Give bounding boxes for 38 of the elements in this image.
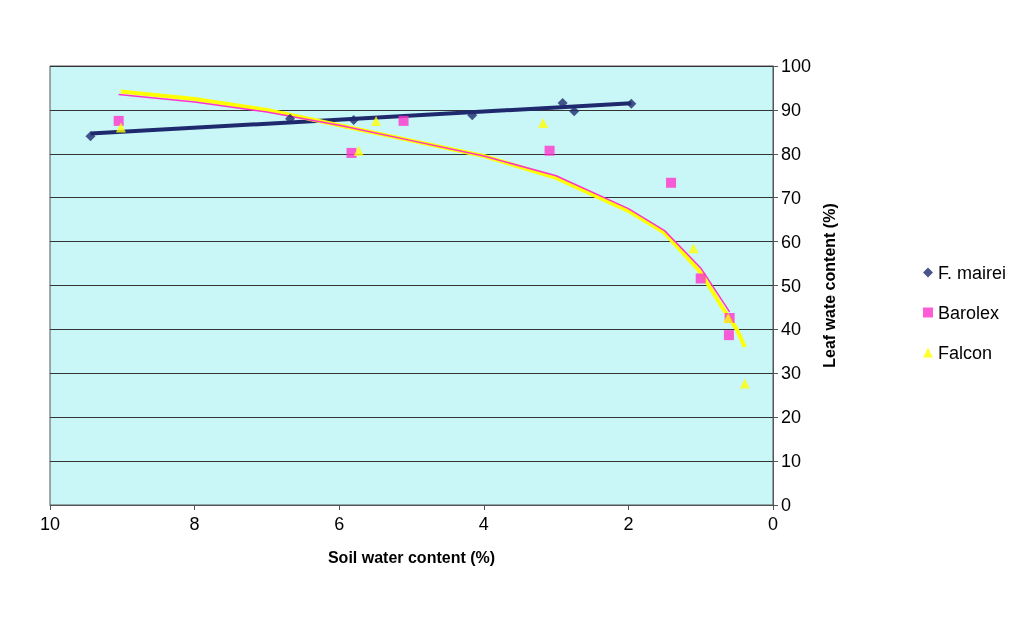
point [115, 122, 126, 133]
x-axis-title: Soil water content (%) [327, 548, 496, 566]
y-tick-label: 20 [781, 407, 802, 428]
point [723, 330, 734, 341]
y-tick-label: 40 [781, 319, 802, 340]
point [544, 145, 555, 156]
x-tick-label: 6 [334, 514, 345, 534]
legend-label: Falcon [937, 342, 993, 363]
y-tick-label: 0 [781, 495, 792, 515]
point [695, 273, 706, 284]
y-axis-title: Leaf wate content (%) [821, 203, 839, 368]
point [666, 177, 677, 188]
y-tick-label: 50 [781, 275, 802, 296]
point [346, 147, 357, 158]
legend-label: Barolex [937, 302, 1000, 323]
x-tick-label: 2 [623, 514, 634, 534]
point [85, 131, 96, 142]
y-tick-label: 100 [781, 56, 812, 76]
x-tick-label: 0 [767, 514, 779, 534]
x-tick-label: 8 [189, 514, 200, 534]
point [353, 145, 364, 156]
point [398, 115, 409, 126]
point [739, 378, 750, 389]
x-tick-label: 10 [39, 514, 61, 534]
y-tick-label: 10 [781, 451, 802, 472]
y-tick-label: 30 [781, 363, 802, 384]
y-tick-label: 80 [781, 143, 802, 164]
point [538, 118, 549, 129]
point [348, 115, 359, 125]
point [371, 115, 382, 126]
x-tick-label: 4 [478, 514, 489, 534]
y-tick-label: 70 [781, 187, 802, 208]
y-tick-label: 60 [781, 231, 802, 252]
point [688, 243, 699, 254]
point [113, 115, 124, 126]
legend-label: F. mairei [937, 262, 1007, 283]
point [626, 98, 637, 109]
y-tick-label: 90 [781, 99, 802, 120]
